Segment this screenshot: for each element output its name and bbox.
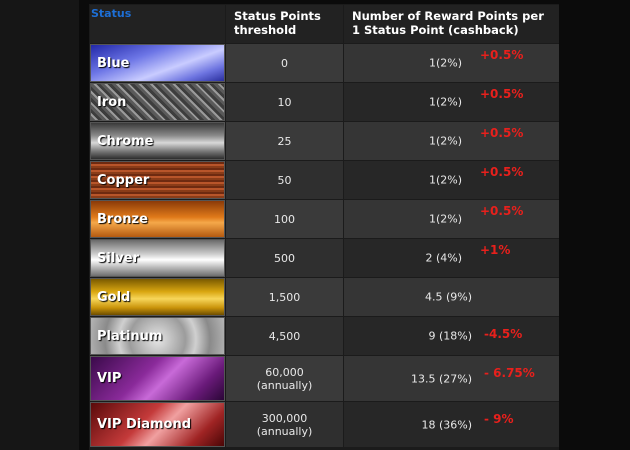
table-row: Blue 0 1(2%) +0.5%	[90, 44, 559, 82]
threshold-note: (annually)	[256, 378, 313, 392]
table-row: Iron 10 1(2%) +0.5%	[90, 83, 559, 121]
status-cell-blue: Blue	[90, 44, 225, 82]
threshold-value: 300,000	[261, 411, 308, 425]
reward-value: 1(2%)	[428, 95, 462, 109]
table-row: Bronze 100 1(2%) +0.5%	[90, 200, 559, 238]
status-cell-chrome: Chrome	[90, 122, 225, 160]
reward-value: 2 (4%)	[425, 251, 462, 265]
bonus-value: - 9%	[484, 412, 514, 426]
reward-cell: 1(2%) +0.5%	[344, 83, 559, 121]
header-reward: Number of Reward Points per 1 Status Poi…	[344, 5, 559, 43]
reward-value: 4.5 (9%)	[424, 290, 472, 304]
status-cell-silver: Silver	[90, 239, 225, 277]
table-row: VIP 60,000 (annually) 13.5 (27%) - 6.75%	[90, 356, 559, 401]
threshold-note: (annually)	[256, 424, 313, 438]
threshold-cell: 1,500	[226, 278, 343, 316]
left-background-band	[0, 0, 79, 450]
table-header-row: Status Status Points threshold Number of…	[90, 5, 559, 43]
reward-value: 1(2%)	[428, 134, 462, 148]
reward-cell: 4.5 (9%)	[344, 278, 559, 316]
bonus-value: - 6.75%	[484, 366, 535, 380]
reward-cell: 18 (36%) - 9%	[344, 402, 559, 447]
threshold-cell: 500	[226, 239, 343, 277]
reward-value: 1(2%)	[428, 212, 462, 226]
reward-value: 1(2%)	[428, 173, 462, 187]
status-cell-vip: VIP	[90, 356, 225, 401]
reward-cell: 9 (18%) -4.5%	[344, 317, 559, 355]
header-status: Status	[90, 5, 225, 43]
status-cell-copper: Copper	[90, 161, 225, 199]
bonus-value: -4.5%	[484, 327, 523, 341]
bonus-value: +0.5%	[480, 87, 524, 101]
threshold-cell: 50	[226, 161, 343, 199]
table-row: Copper 50 1(2%) +0.5%	[90, 161, 559, 199]
table-row: Gold 1,500 4.5 (9%)	[90, 278, 559, 316]
reward-value: 1(2%)	[428, 56, 462, 70]
threshold-cell: 100	[226, 200, 343, 238]
header-threshold: Status Points threshold	[226, 5, 343, 43]
threshold-cell: 60,000 (annually)	[226, 356, 343, 401]
bonus-value: +0.5%	[480, 204, 524, 218]
reward-cell: 1(2%) +0.5%	[344, 200, 559, 238]
reward-cell: 13.5 (27%) - 6.75%	[344, 356, 559, 401]
status-cell-platinum: Platinum	[90, 317, 225, 355]
status-cell-gold: Gold	[90, 278, 225, 316]
threshold-value: 60,000	[265, 365, 304, 379]
threshold-cell: 4,500	[226, 317, 343, 355]
table-row: Chrome 25 1(2%) +0.5%	[90, 122, 559, 160]
reward-cell: 1(2%) +0.5%	[344, 44, 559, 82]
threshold-cell: 0	[226, 44, 343, 82]
threshold-cell: 10	[226, 83, 343, 121]
reward-value: 18 (36%)	[421, 418, 472, 431]
table-row: Silver 500 2 (4%) +1%	[90, 239, 559, 277]
status-cell-vip-diamond: VIP Diamond	[90, 402, 225, 447]
table-row: VIP Diamond 300,000 (annually) 18 (36%) - …	[90, 402, 559, 447]
reward-cell: 2 (4%) +1%	[344, 239, 559, 277]
status-cell-iron: Iron	[90, 83, 225, 121]
reward-value: 13.5 (27%)	[410, 372, 472, 385]
threshold-cell: 300,000 (annually)	[226, 402, 343, 447]
bonus-value: +1%	[480, 243, 511, 257]
threshold-cell: 25	[226, 122, 343, 160]
bonus-value: +0.5%	[480, 126, 524, 140]
reward-value: 9 (18%)	[428, 329, 472, 343]
status-table-container: Status Status Points threshold Number of…	[89, 4, 559, 450]
reward-cell: 1(2%) +0.5%	[344, 122, 559, 160]
status-cell-bronze: Bronze	[90, 200, 225, 238]
bonus-value: +0.5%	[480, 165, 524, 179]
table-row: Platinum 4,500 9 (18%) -4.5%	[90, 317, 559, 355]
status-table: Status Status Points threshold Number of…	[89, 4, 560, 448]
reward-cell: 1(2%) +0.5%	[344, 161, 559, 199]
bonus-value: +0.5%	[480, 48, 524, 62]
